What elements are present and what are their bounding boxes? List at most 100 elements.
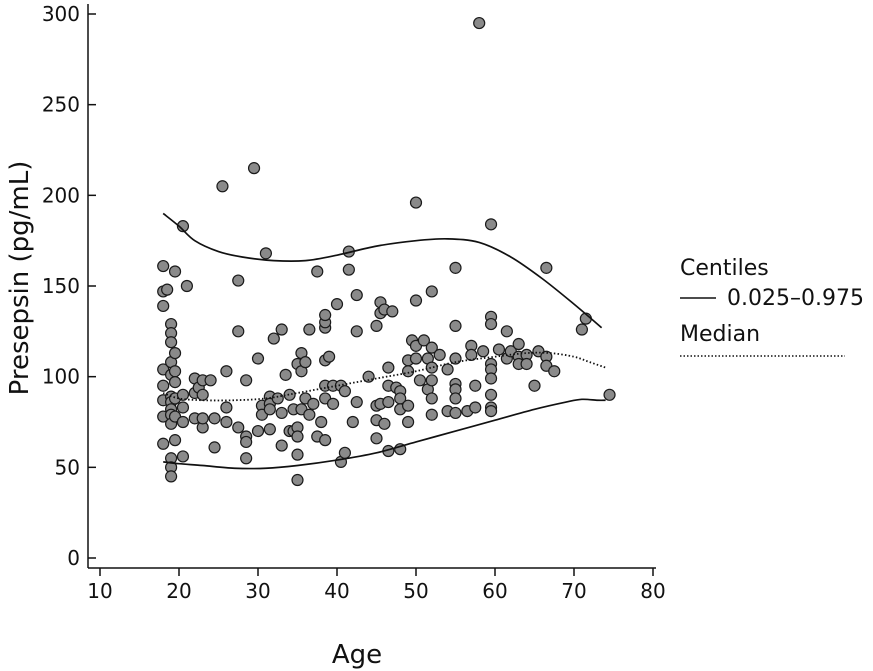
- data-point: [176, 415, 190, 429]
- centile-line-0-975: [162, 212, 603, 329]
- data-point: [168, 434, 182, 447]
- data-point: [469, 379, 482, 392]
- data-point: [283, 388, 296, 401]
- data-point: [204, 374, 217, 387]
- data-point: [319, 434, 332, 447]
- data-point: [425, 361, 438, 374]
- data-point: [528, 379, 541, 392]
- data-point: [540, 261, 553, 274]
- data-point: [492, 343, 506, 356]
- legend: Centiles 0.025–0.975 Median: [680, 256, 864, 357]
- data-point: [465, 348, 478, 362]
- centile-lines: [162, 212, 606, 470]
- data-point: [299, 356, 312, 369]
- data-point: [251, 352, 265, 365]
- data-point: [303, 323, 316, 336]
- x-tick-label: 60: [482, 579, 507, 603]
- data-point: [165, 470, 178, 483]
- x-tick-label: 10: [87, 579, 112, 603]
- data-point: [326, 397, 340, 410]
- data-point: [176, 220, 190, 233]
- data-point: [291, 448, 304, 461]
- data-point: [425, 392, 438, 405]
- data-point: [240, 374, 253, 387]
- data-point: [330, 298, 344, 311]
- x-tick-label: 80: [640, 579, 665, 603]
- data-point: [409, 196, 423, 209]
- data-point: [220, 415, 233, 429]
- data-point: [161, 283, 174, 296]
- data-points: [157, 16, 616, 487]
- data-point: [520, 357, 533, 371]
- data-point: [469, 401, 482, 414]
- data-point: [157, 259, 170, 273]
- data-point: [291, 473, 304, 487]
- data-point: [484, 372, 498, 385]
- data-point: [473, 16, 486, 30]
- x-tick-label: 50: [403, 579, 428, 603]
- data-point: [180, 279, 193, 293]
- data-point: [484, 405, 498, 418]
- data-point: [208, 441, 221, 454]
- data-point: [263, 403, 276, 416]
- data-point: [291, 430, 304, 443]
- data-point: [220, 401, 233, 414]
- data-point: [319, 308, 332, 322]
- legend-label-centiles: 0.025–0.975: [727, 286, 864, 311]
- data-point: [484, 218, 498, 231]
- data-point: [168, 376, 182, 389]
- y-tick-label: 0: [67, 546, 80, 570]
- data-point: [168, 265, 182, 278]
- data-point: [157, 437, 170, 450]
- y-tick-label: 250: [42, 93, 80, 117]
- data-point: [196, 388, 209, 401]
- data-point: [449, 392, 462, 405]
- x-tick-label: 30: [245, 579, 270, 603]
- data-point: [378, 417, 391, 430]
- legend-title: Centiles: [680, 256, 769, 281]
- data-point: [449, 406, 462, 420]
- data-point: [157, 299, 170, 313]
- data-point: [350, 395, 363, 409]
- data-point: [425, 285, 438, 298]
- y-tick-label: 150: [42, 274, 80, 298]
- data-point: [548, 365, 561, 378]
- axes: [87, 4, 656, 576]
- data-point: [240, 452, 253, 465]
- x-tick-label: 70: [561, 579, 586, 603]
- y-tick-label: 100: [42, 365, 80, 389]
- data-point: [425, 341, 438, 354]
- data-point: [500, 325, 513, 338]
- data-point: [413, 374, 427, 387]
- y-axis-title: Presepsin (pg/mL): [5, 161, 35, 396]
- data-point: [449, 319, 462, 332]
- data-point: [417, 334, 430, 347]
- data-point: [342, 263, 355, 276]
- data-point: [370, 432, 383, 445]
- data-point: [275, 323, 288, 336]
- x-axis-title: Age: [332, 640, 382, 670]
- data-point: [402, 415, 415, 429]
- data-point: [449, 261, 462, 274]
- data-point: [216, 180, 229, 193]
- data-point: [232, 325, 245, 338]
- data-point: [323, 350, 336, 363]
- data-point: [382, 361, 395, 374]
- data-point: [425, 374, 438, 387]
- y-tick-label: 300: [42, 2, 80, 26]
- data-point: [275, 406, 288, 420]
- centile-line-0-025: [163, 398, 606, 470]
- data-point: [220, 365, 233, 378]
- data-point: [168, 365, 182, 378]
- data-point: [251, 424, 265, 438]
- y-tick-label: 200: [42, 183, 80, 207]
- data-point: [307, 397, 320, 410]
- centile-line-median: [162, 351, 606, 402]
- data-point: [267, 332, 280, 345]
- data-point: [275, 439, 288, 452]
- y-tick-label: 50: [55, 455, 80, 479]
- data-point: [208, 412, 221, 425]
- data-point: [168, 346, 182, 360]
- data-point: [382, 395, 395, 409]
